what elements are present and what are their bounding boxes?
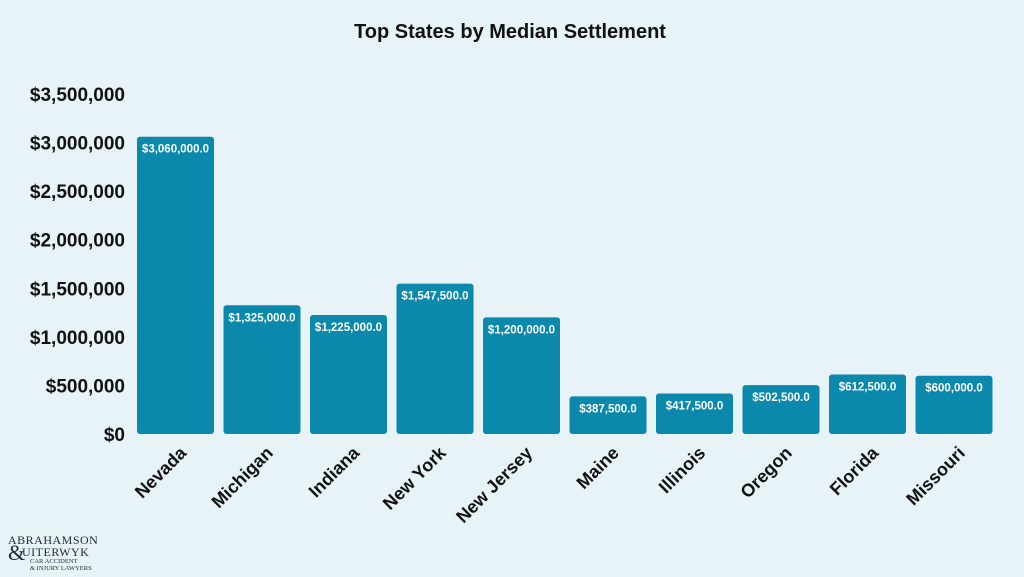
logo-line-1: ABRAHAMSON (8, 533, 99, 547)
bar-florida (829, 374, 906, 434)
logo-line-4: & INJURY LAWYERS (30, 565, 92, 572)
data-label: $387,500.0 (579, 403, 637, 415)
data-label: $1,200,000.0 (488, 324, 555, 336)
y-axis: $0 $500,000 $1,000,000 $1,500,000 $2,000,000… (30, 85, 125, 446)
data-label: $3,060,000.0 (142, 144, 209, 156)
y-tick-label: $2,000,000 (30, 231, 125, 252)
bar-new-york (396, 283, 474, 434)
bar-new-jersey (483, 317, 560, 434)
bar-nevada (137, 136, 214, 434)
y-tick-label: $500,000 (46, 376, 125, 397)
bar-missouri (915, 375, 993, 434)
logo-line-3: CAR ACCIDENT (30, 558, 78, 565)
bar-michigan (223, 305, 301, 434)
data-label: $1,225,000.0 (315, 322, 382, 334)
x-tick-label: New Jersey (452, 443, 536, 527)
bar-maine (569, 396, 647, 434)
y-tick-label: $2,500,000 (30, 182, 125, 203)
bars: $3,060,000.0 $1,325,000.0 $1,225,000.0 $1,5… (137, 136, 993, 434)
data-label: $502,500.0 (752, 392, 810, 404)
bar-illinois (656, 393, 733, 434)
logo-ampersand-mark: & (8, 540, 26, 565)
x-tick-label: Michigan (208, 443, 277, 512)
x-tick-label: Indiana (305, 442, 364, 501)
x-tick-label: Maine (573, 443, 623, 493)
data-label: $1,547,500.0 (401, 291, 468, 303)
x-tick-label: Oregon (736, 443, 795, 502)
x-tick-label: New York (379, 442, 451, 514)
chart-title: Top States by Median Settlement (354, 21, 666, 43)
data-label: $417,500.0 (666, 400, 724, 412)
data-label: $600,000.0 (925, 383, 983, 395)
x-tick-label: Nevada (131, 442, 191, 502)
y-tick-label: $3,000,000 (30, 134, 125, 155)
logo-line-2: UITERWYK (22, 545, 90, 559)
data-label: $1,325,000.0 (228, 312, 295, 324)
y-tick-label: $0 (104, 425, 125, 446)
x-axis: Nevada Michigan Indiana New York New Jersey M… (131, 442, 969, 527)
brand-logo: & ABRAHAMSON UITERWYK CAR ACCIDENT & INJ… (8, 534, 128, 572)
x-tick-label: Florida (826, 442, 883, 499)
x-tick-label: Illinois (655, 443, 709, 497)
data-label: $612,500.0 (839, 382, 897, 394)
y-tick-label: $3,500,000 (30, 85, 125, 106)
x-tick-label: Missouri (902, 443, 968, 509)
bar-oregon (742, 385, 820, 434)
bar-indiana (310, 315, 387, 434)
y-tick-label: $1,000,000 (30, 328, 125, 349)
y-tick-label: $1,500,000 (30, 279, 125, 300)
